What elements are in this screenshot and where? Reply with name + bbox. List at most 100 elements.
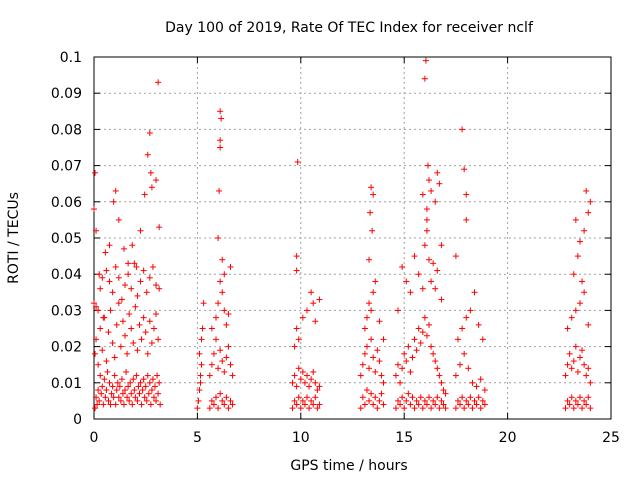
data-point [295,336,302,343]
data-point [139,387,146,394]
data-point [103,387,110,394]
data-point [572,343,579,350]
data-point [135,383,142,390]
data-point [576,300,583,307]
data-point [421,314,428,321]
data-point [568,365,575,372]
data-point [215,300,222,307]
data-point [200,300,207,307]
data-point [477,376,484,383]
data-point [229,372,236,379]
data-point [479,336,486,343]
data-point [95,361,102,368]
data-point [368,184,375,191]
data-point [126,397,133,404]
data-point [154,372,161,379]
data-point [299,368,306,375]
data-point [142,329,149,336]
y-tick-label: 0.01 [51,376,82,392]
data-point [130,376,137,383]
data-point [304,307,311,314]
y-tick-label: 0.07 [51,159,82,175]
y-tick-label: 0.09 [51,86,82,102]
data-point [94,401,101,408]
data-point [426,256,433,263]
data-point [227,263,234,270]
data-point [221,368,228,375]
data-point [461,350,468,357]
y-tick-labels: 0 0.01 0.02 0.03 0.04 0.05 0.06 0.07 0.08 0.09 0.1 [51,50,82,428]
data-point [199,325,206,332]
data-point [98,390,105,397]
data-point [394,361,401,368]
data-point [564,361,571,368]
data-point [454,336,461,343]
data-point [469,405,476,412]
data-point [407,368,414,375]
data-point [219,397,226,404]
data-point [415,325,422,332]
data-point [196,387,203,394]
data-point [361,325,368,332]
data-point [113,321,120,328]
data-point [133,263,140,270]
data-point [120,401,127,408]
data-point [368,390,375,397]
data-point [117,397,124,404]
data-point [130,339,137,346]
data-point [572,216,579,223]
data-point [428,343,435,350]
data-point [104,368,111,375]
data-point [141,394,148,401]
data-point [397,401,404,408]
data-point [574,368,581,375]
data-point [155,336,162,343]
data-point [132,303,139,310]
data-point [426,321,433,328]
data-point [572,397,579,404]
data-point [368,307,375,314]
data-point [114,379,121,386]
data-point [359,394,366,401]
data-point [417,339,424,346]
data-point [423,227,430,234]
y-tick-label: 0.04 [51,267,82,283]
data-point [432,358,439,365]
data-point [463,191,470,198]
data-point [426,394,433,401]
data-point [93,227,100,234]
data-point [140,314,147,321]
data-point [97,325,104,332]
data-point [452,405,459,412]
data-point [112,401,119,408]
data-point [113,387,120,394]
data-point [432,401,439,408]
data-point [138,401,145,408]
data-point [370,191,377,198]
data-point [91,206,97,213]
data-point [372,394,379,401]
data-point [481,387,488,394]
data-point [376,318,383,325]
data-point [378,372,385,379]
data-point [316,296,323,303]
data-point [210,350,217,357]
data-point [115,274,122,281]
data-point [372,278,379,285]
data-point [223,394,230,401]
data-point [463,397,470,404]
data-point [440,401,447,408]
data-point [213,336,220,343]
y-tick-label: 0.1 [60,50,82,66]
data-point [99,347,106,354]
data-point [479,397,486,404]
data-point [411,336,418,343]
data-point [481,401,488,408]
data-point [467,394,474,401]
data-point [436,180,443,187]
data-point [568,394,575,401]
data-point [123,368,130,375]
data-point [436,405,443,412]
data-point [405,343,412,350]
data-point [403,278,410,285]
